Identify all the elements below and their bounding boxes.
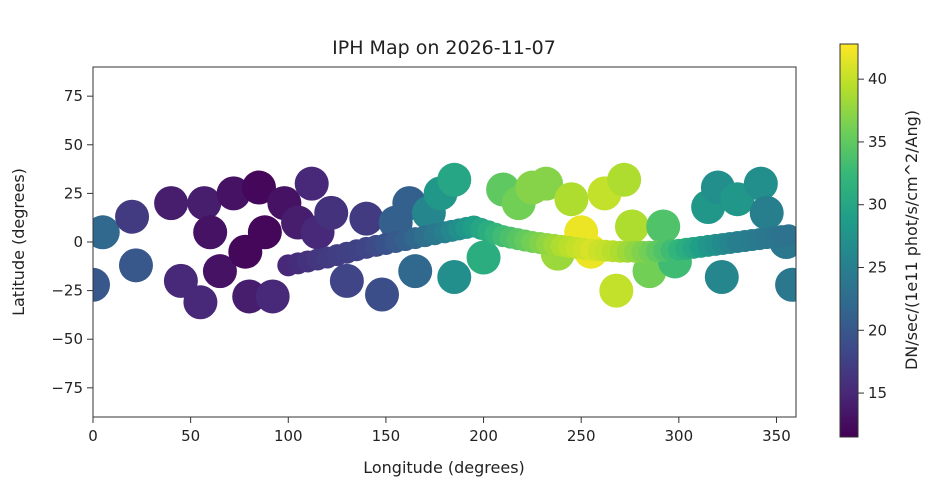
data-point: [216, 176, 251, 211]
data-point: [554, 182, 589, 217]
data-point: [255, 279, 290, 314]
data-point: [193, 215, 228, 250]
data-point: [599, 273, 634, 308]
x-tick-label: 300: [665, 427, 694, 445]
data-point: [437, 162, 472, 197]
colorbar-tick-label: 30: [868, 196, 887, 214]
x-tick-label: 50: [181, 427, 200, 445]
x-axis: 0 50 100 150 200 250 300 350: [88, 417, 791, 445]
y-axis: 75 50 25 0 −25 −50 −75: [51, 87, 93, 397]
y-tick-label: −50: [51, 330, 83, 348]
data-point: [232, 279, 267, 314]
colorbar-tick-label: 40: [868, 70, 887, 88]
data-point: [187, 186, 222, 221]
x-tick-label: 200: [469, 427, 498, 445]
data-point: [646, 209, 681, 244]
data-point: [704, 260, 739, 294]
x-axis-label: Longitude (degrees): [363, 458, 525, 477]
data-point: [529, 166, 564, 201]
data-point: [202, 254, 237, 289]
data-point: [398, 254, 433, 289]
plot-area: [93, 162, 796, 320]
x-tick-label: 250: [567, 427, 596, 445]
colorbar-ticks: 15 20 25 30 35 40: [858, 70, 887, 402]
track-point: [777, 224, 796, 247]
x-tick-label: 350: [762, 427, 791, 445]
data-point: [437, 260, 472, 294]
data-point: [365, 277, 400, 312]
x-tick-label: 0: [88, 427, 98, 445]
chart-title: IPH Map on 2026-11-07: [332, 37, 556, 59]
data-point: [93, 267, 110, 302]
data-point: [247, 215, 282, 250]
colorbar-tick-label: 15: [868, 384, 887, 402]
data-point: [118, 248, 153, 283]
colorbar-label: DN/sec/(1e11 phot/s/cm^2/Ang): [902, 110, 921, 370]
data-point: [466, 240, 501, 275]
y-tick-label: −25: [51, 282, 83, 300]
colorbar-tick-label: 20: [868, 321, 887, 339]
data-point: [349, 201, 384, 236]
data-point: [314, 195, 349, 230]
data-point: [749, 195, 784, 230]
data-point: [775, 267, 796, 302]
colorbar-tick-label: 35: [868, 133, 887, 151]
y-tick-label: 50: [64, 136, 83, 154]
y-tick-label: 25: [64, 184, 83, 202]
data-point: [294, 166, 329, 201]
data-point: [183, 285, 218, 320]
y-axis-label: Latitude (degrees): [9, 168, 28, 316]
x-tick-label: 100: [274, 427, 303, 445]
data-point: [154, 186, 189, 221]
data-point: [93, 215, 120, 250]
data-point: [241, 170, 276, 205]
colorbar: [839, 43, 859, 438]
data-point: [329, 263, 364, 298]
colorbar-tick-label: 25: [868, 258, 887, 276]
y-tick-label: 0: [73, 233, 83, 251]
y-tick-label: −75: [51, 379, 83, 397]
data-point: [607, 162, 642, 197]
data-point: [743, 166, 778, 201]
data-point: [614, 209, 649, 244]
x-tick-label: 150: [372, 427, 401, 445]
data-point: [115, 199, 150, 234]
y-tick-label: 75: [64, 87, 83, 105]
